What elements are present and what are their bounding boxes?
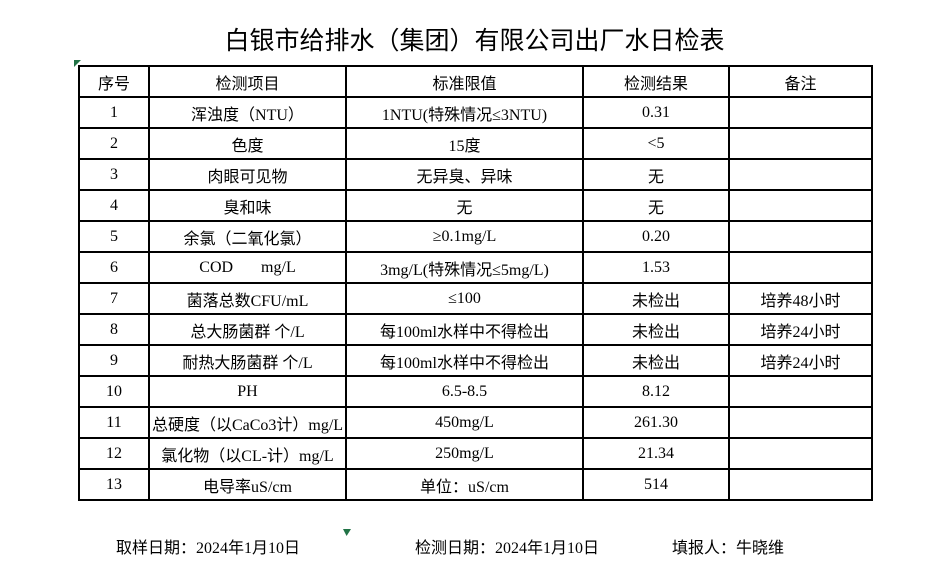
cell-standard: 每100ml水样中不得检出 <box>345 313 584 346</box>
cell-item: 电导率uS/cm <box>148 468 347 501</box>
cell-item: PH <box>148 375 347 408</box>
cell-item: 氯化物（以CL-计）mg/L <box>148 437 347 470</box>
cell-standard: 15度 <box>345 127 584 160</box>
cell-standard: 单位：uS/cm <box>345 468 584 501</box>
cell-no: 13 <box>78 468 150 501</box>
cell-item: 肉眼可见物 <box>148 158 347 191</box>
cell-no: 6 <box>78 251 150 284</box>
table-row: 2 色度 15度 <5 <box>78 127 873 160</box>
cell-no: 10 <box>78 375 150 408</box>
cell-item: 浑浊度（NTU） <box>148 96 347 129</box>
cell-note <box>728 251 873 284</box>
cell-standard: 无 <box>345 189 584 222</box>
cell-standard: ≥0.1mg/L <box>345 220 584 253</box>
cell-no: 11 <box>78 406 150 439</box>
cell-result: 261.30 <box>582 406 730 439</box>
test-date-label: 检测日期：2024年1月10日 <box>415 540 600 557</box>
cell-result: 无 <box>582 158 730 191</box>
cell-item: 耐热大肠菌群 个/L <box>148 344 347 377</box>
cell-result: 0.31 <box>582 96 730 129</box>
cell-standard: 3mg/L(特殊情况≤5mg/L) <box>345 251 584 284</box>
cell-standard: 450mg/L <box>345 406 584 439</box>
cell-standard: 每100ml水样中不得检出 <box>345 344 584 377</box>
cell-result: 未检出 <box>582 313 730 346</box>
table-row: 1 浑浊度（NTU） 1NTU(特殊情况≤3NTU) 0.31 <box>78 96 873 129</box>
cell-standard: 250mg/L <box>345 437 584 470</box>
reporter-label: 填报人：牛晓维 <box>672 540 785 557</box>
col-header-result: 检测结果 <box>582 65 730 98</box>
cell-marker-triangle-icon <box>343 529 351 536</box>
cell-note: 培养48小时 <box>728 282 873 315</box>
col-header-no: 序号 <box>78 65 150 98</box>
table-row: 12 氯化物（以CL-计）mg/L 250mg/L 21.34 <box>78 437 873 470</box>
table-header-row: 序号 检测项目 标准限值 检测结果 备注 <box>78 65 873 98</box>
cell-no: 7 <box>78 282 150 315</box>
inspection-table: 序号 检测项目 标准限值 检测结果 备注 1 浑浊度（NTU） 1NTU(特殊情… <box>78 65 873 501</box>
cell-item: COD mg/L <box>148 251 347 284</box>
cell-standard: 1NTU(特殊情况≤3NTU) <box>345 96 584 129</box>
cell-no: 9 <box>78 344 150 377</box>
cell-no: 2 <box>78 127 150 160</box>
table-row: 3 肉眼可见物 无异臭、异味 无 <box>78 158 873 191</box>
table-row: 6 COD mg/L 3mg/L(特殊情况≤5mg/L) 1.53 <box>78 251 873 284</box>
col-header-note: 备注 <box>728 65 873 98</box>
cell-standard: ≤100 <box>345 282 584 315</box>
table-row: 7 菌落总数CFU/mL ≤100 未检出 培养48小时 <box>78 282 873 315</box>
table-row: 9 耐热大肠菌群 个/L 每100ml水样中不得检出 未检出 培养24小时 <box>78 344 873 377</box>
cell-note <box>728 127 873 160</box>
cell-item: 菌落总数CFU/mL <box>148 282 347 315</box>
cell-note <box>728 96 873 129</box>
cell-result: 1.53 <box>582 251 730 284</box>
cell-result: 0.20 <box>582 220 730 253</box>
cell-note <box>728 375 873 408</box>
cell-no: 5 <box>78 220 150 253</box>
table-row: 10 PH 6.5-8.5 8.12 <box>78 375 873 408</box>
cell-result: 21.34 <box>582 437 730 470</box>
page-title: 白银市给排水（集团）有限公司出厂水日检表 <box>224 28 725 55</box>
cell-result: 514 <box>582 468 730 501</box>
cell-no: 4 <box>78 189 150 222</box>
cell-note: 培养24小时 <box>728 313 873 346</box>
table-row: 13 电导率uS/cm 单位：uS/cm 514 <box>78 468 873 501</box>
col-header-standard: 标准限值 <box>345 65 584 98</box>
cell-item: 色度 <box>148 127 347 160</box>
cell-no: 1 <box>78 96 150 129</box>
cell-standard: 6.5-8.5 <box>345 375 584 408</box>
sampling-date-label: 取样日期：2024年1月10日 <box>116 540 301 557</box>
cell-note <box>728 158 873 191</box>
cell-standard: 无异臭、异味 <box>345 158 584 191</box>
cell-item: 臭和味 <box>148 189 347 222</box>
cell-item: 余氯（二氧化氯） <box>148 220 347 253</box>
table-row: 4 臭和味 无 无 <box>78 189 873 222</box>
cell-marker-triangle-icon <box>74 60 81 67</box>
table-row: 8 总大肠菌群 个/L 每100ml水样中不得检出 未检出 培养24小时 <box>78 313 873 346</box>
cell-result: <5 <box>582 127 730 160</box>
cell-note <box>728 189 873 222</box>
cell-note: 培养24小时 <box>728 344 873 377</box>
cell-item: 总硬度（以CaCo3计）mg/L <box>148 406 347 439</box>
cell-result: 未检出 <box>582 282 730 315</box>
cell-result: 无 <box>582 189 730 222</box>
cell-note <box>728 437 873 470</box>
cell-no: 12 <box>78 437 150 470</box>
cell-no: 3 <box>78 158 150 191</box>
table-row: 11 总硬度（以CaCo3计）mg/L 450mg/L 261.30 <box>78 406 873 439</box>
cell-note <box>728 220 873 253</box>
cell-note <box>728 468 873 501</box>
cell-result: 未检出 <box>582 344 730 377</box>
cell-no: 8 <box>78 313 150 346</box>
cell-note <box>728 406 873 439</box>
cell-result: 8.12 <box>582 375 730 408</box>
col-header-item: 检测项目 <box>148 65 347 98</box>
cell-item: 总大肠菌群 个/L <box>148 313 347 346</box>
table-row: 5 余氯（二氧化氯） ≥0.1mg/L 0.20 <box>78 220 873 253</box>
